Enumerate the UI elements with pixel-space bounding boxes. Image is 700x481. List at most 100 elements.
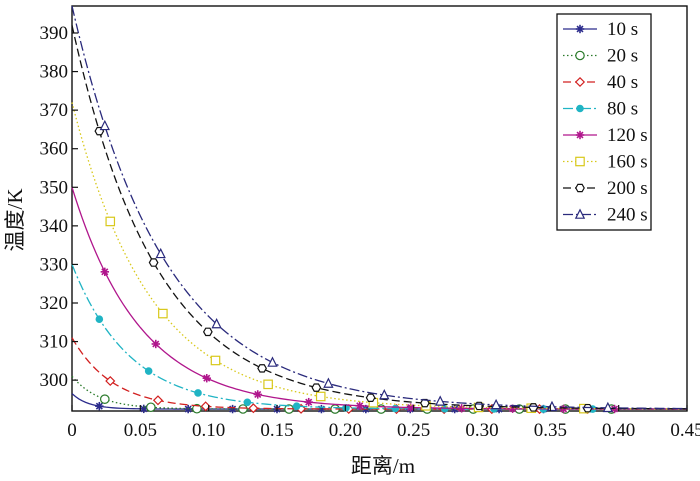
data-point <box>158 308 168 319</box>
data-point <box>211 317 222 329</box>
legend-item: 160 s <box>563 152 648 173</box>
data-point <box>365 393 376 402</box>
data-point <box>100 267 109 277</box>
series-markers-3 <box>95 315 597 413</box>
legend-marker <box>575 24 585 34</box>
data-point <box>528 403 539 412</box>
data-point <box>267 356 278 367</box>
data-point <box>323 377 334 388</box>
x-tick-label: 0.45 <box>670 420 700 441</box>
data-point <box>257 364 267 373</box>
series-line-1 <box>71 375 687 410</box>
data-point <box>490 398 502 410</box>
x-axis: 0 0.05 0.10 0.15 0.20 0.25 0.30 0.35 0.40 0.45 <box>67 405 700 441</box>
data-point <box>105 216 116 227</box>
data-point <box>292 402 301 410</box>
data-point <box>248 403 259 414</box>
data-point <box>238 404 248 414</box>
legend-label: 40 s <box>607 72 638 93</box>
series-line-2 <box>71 337 687 410</box>
data-point <box>315 391 326 402</box>
legend-marker <box>576 104 584 113</box>
y-tick-label: 340 <box>40 216 69 237</box>
data-point <box>194 389 202 397</box>
legend-label: 20 s <box>607 46 638 67</box>
data-point <box>202 374 211 383</box>
data-point <box>457 404 466 413</box>
legend-item: 10 s <box>563 19 638 40</box>
series-markers-7 <box>99 119 614 413</box>
series-line-5 <box>71 102 688 410</box>
x-tick-label: 0.10 <box>192 420 225 441</box>
x-tick-label: 0.35 <box>534 420 567 441</box>
legend-label: 80 s <box>607 99 638 120</box>
data-point <box>263 379 273 390</box>
legend-item: 240 s <box>563 205 648 226</box>
data-point <box>435 395 446 406</box>
legend-label: 160 s <box>607 152 648 173</box>
data-point <box>582 403 593 413</box>
data-point <box>144 367 153 375</box>
y-tick-label: 330 <box>40 254 69 275</box>
data-point <box>602 401 614 413</box>
legend-item: 200 s <box>563 178 648 199</box>
legend-item: 20 s <box>563 46 638 67</box>
legend-marker <box>575 156 585 167</box>
y-axis-title: 温度/K <box>3 189 27 252</box>
data-point <box>304 397 313 407</box>
data-point <box>311 383 322 392</box>
y-tick-label: 350 <box>40 177 69 198</box>
y-tick-label: 310 <box>40 332 69 353</box>
data-point <box>95 315 104 324</box>
series-markers-4 <box>100 267 619 414</box>
legend-item: 80 s <box>563 99 638 120</box>
legend-label: 10 s <box>607 19 638 40</box>
legend-marker <box>575 183 585 193</box>
y-tick-label: 380 <box>40 62 69 83</box>
data-point <box>379 389 390 400</box>
plot-area <box>71 5 688 415</box>
x-tick-label: 0.40 <box>602 420 635 441</box>
data-point <box>355 401 364 410</box>
data-point <box>210 355 221 366</box>
data-point <box>99 119 110 131</box>
y-tick-label: 370 <box>40 100 69 121</box>
legend-label: 120 s <box>607 125 648 146</box>
series-line-7 <box>71 5 688 410</box>
legend-box <box>556 13 652 231</box>
legend-item: 120 s <box>563 125 648 146</box>
y-tick-label: 360 <box>40 139 69 160</box>
series-line-3 <box>71 264 687 410</box>
x-axis-title: 距离/m <box>351 454 415 478</box>
x-tick-label: 0.15 <box>260 420 293 441</box>
data-point <box>243 398 252 407</box>
data-point <box>151 339 160 349</box>
y-tick-label: 390 <box>40 23 69 44</box>
data-point <box>202 327 213 337</box>
y-tick-label: 320 <box>40 293 69 314</box>
legend-marker <box>575 50 585 61</box>
legend-label: 200 s <box>607 178 648 199</box>
series-markers-5 <box>105 216 589 414</box>
data-point <box>152 395 164 406</box>
series-markers-6 <box>94 126 593 413</box>
data-point <box>105 375 116 387</box>
legend-marker <box>574 76 586 88</box>
data-point <box>200 401 211 412</box>
data-point <box>95 401 104 411</box>
x-tick-label: 0 <box>67 420 77 441</box>
data-point <box>100 394 110 404</box>
data-point <box>148 258 159 267</box>
data-point <box>419 398 430 408</box>
legend-label: 240 s <box>607 205 648 226</box>
legend-item: 40 s <box>563 72 638 93</box>
x-tick-label: 0.25 <box>397 420 430 441</box>
x-tick-label: 0.30 <box>465 420 498 441</box>
data-point <box>155 247 166 259</box>
y-tick-label: 300 <box>40 370 69 391</box>
legend-marker <box>575 130 585 140</box>
data-point <box>192 403 202 414</box>
x-tick-label: 0.05 <box>124 420 157 441</box>
legend: 10 s 20 s 40 s 80 s 120 s 160 s 200 s 240 s <box>556 13 652 231</box>
